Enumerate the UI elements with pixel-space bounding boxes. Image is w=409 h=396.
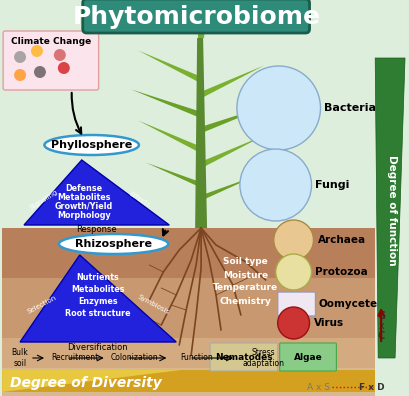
- FancyBboxPatch shape: [277, 292, 315, 316]
- Text: Temperature: Temperature: [213, 284, 278, 293]
- Circle shape: [14, 51, 26, 63]
- Text: Selection: Selection: [26, 295, 57, 315]
- Bar: [2, 278, 374, 338]
- Polygon shape: [24, 160, 169, 225]
- Text: Degree of Diversity: Degree of Diversity: [10, 376, 162, 390]
- FancyBboxPatch shape: [209, 343, 277, 371]
- Text: Metabolites: Metabolites: [71, 286, 124, 295]
- Text: Colonization: Colonization: [110, 354, 158, 362]
- Polygon shape: [138, 50, 202, 83]
- Text: Response: Response: [76, 225, 117, 234]
- Text: Signaling: Signaling: [29, 189, 59, 211]
- FancyBboxPatch shape: [83, 0, 309, 33]
- Polygon shape: [199, 135, 263, 168]
- FancyBboxPatch shape: [3, 31, 99, 90]
- Polygon shape: [200, 175, 256, 200]
- Text: Morphology: Morphology: [57, 211, 110, 219]
- Text: Root structure: Root structure: [65, 310, 130, 318]
- Text: A x S: A x S: [306, 383, 329, 392]
- Text: Growth/Yield: Growth/Yield: [54, 202, 112, 211]
- Text: Bacteria: Bacteria: [324, 103, 375, 113]
- Bar: [2, 228, 374, 278]
- Text: x: x: [378, 321, 383, 331]
- FancyBboxPatch shape: [279, 343, 335, 371]
- Polygon shape: [195, 38, 207, 228]
- Text: Climate Change: Climate Change: [11, 36, 91, 46]
- Text: Recruitment: Recruitment: [51, 354, 98, 362]
- Text: Phytomicrobiome: Phytomicrobiome: [73, 5, 320, 29]
- Circle shape: [236, 66, 320, 150]
- Polygon shape: [2, 370, 374, 392]
- Text: Fungi: Fungi: [315, 180, 349, 190]
- Text: Phyllosphere: Phyllosphere: [51, 140, 132, 150]
- Text: Function: Function: [180, 354, 213, 362]
- Text: Degree of function: Degree of function: [386, 155, 396, 265]
- Text: Rhizosphere: Rhizosphere: [75, 239, 152, 249]
- Text: Bulk
soil: Bulk soil: [11, 348, 28, 368]
- Ellipse shape: [59, 234, 168, 254]
- Text: Stress
adaptation: Stress adaptation: [242, 348, 284, 368]
- Text: Oomycete: Oomycete: [318, 299, 377, 309]
- Text: Metabolites: Metabolites: [57, 192, 110, 202]
- Circle shape: [34, 66, 46, 78]
- Text: Algae: Algae: [293, 352, 322, 362]
- Polygon shape: [374, 58, 404, 358]
- Polygon shape: [138, 120, 202, 153]
- Circle shape: [277, 307, 309, 339]
- Polygon shape: [200, 105, 270, 133]
- Circle shape: [54, 49, 66, 61]
- Bar: [2, 368, 374, 396]
- Text: Diversification: Diversification: [67, 343, 128, 352]
- Circle shape: [58, 62, 70, 74]
- Text: Enzymes: Enzymes: [78, 297, 117, 307]
- Text: Symbiosis: Symbiosis: [136, 294, 170, 316]
- Text: Moisture: Moisture: [223, 270, 268, 280]
- Circle shape: [273, 220, 313, 260]
- Ellipse shape: [44, 135, 139, 155]
- Text: Nutrients: Nutrients: [76, 274, 119, 282]
- Circle shape: [239, 149, 311, 221]
- Text: Archaea: Archaea: [317, 235, 365, 245]
- Polygon shape: [20, 255, 176, 342]
- Text: Effects: Effects: [127, 191, 151, 209]
- Bar: [2, 338, 374, 368]
- Polygon shape: [197, 18, 204, 38]
- Text: Defense: Defense: [65, 183, 102, 192]
- Polygon shape: [199, 65, 263, 98]
- Text: Soil type: Soil type: [223, 257, 267, 267]
- Polygon shape: [130, 89, 202, 118]
- Bar: [2, 0, 409, 228]
- Circle shape: [275, 254, 311, 290]
- Text: Protozoa: Protozoa: [315, 267, 367, 277]
- Text: Virus: Virus: [313, 318, 343, 328]
- Text: Chemistry: Chemistry: [219, 297, 271, 305]
- Text: C: C: [377, 331, 384, 341]
- Polygon shape: [146, 162, 202, 187]
- Text: F x D: F x D: [359, 383, 384, 392]
- Circle shape: [31, 45, 43, 57]
- Text: Nematodes: Nematodes: [215, 352, 272, 362]
- Polygon shape: [2, 370, 181, 392]
- Circle shape: [14, 69, 26, 81]
- Text: G: G: [376, 311, 384, 321]
